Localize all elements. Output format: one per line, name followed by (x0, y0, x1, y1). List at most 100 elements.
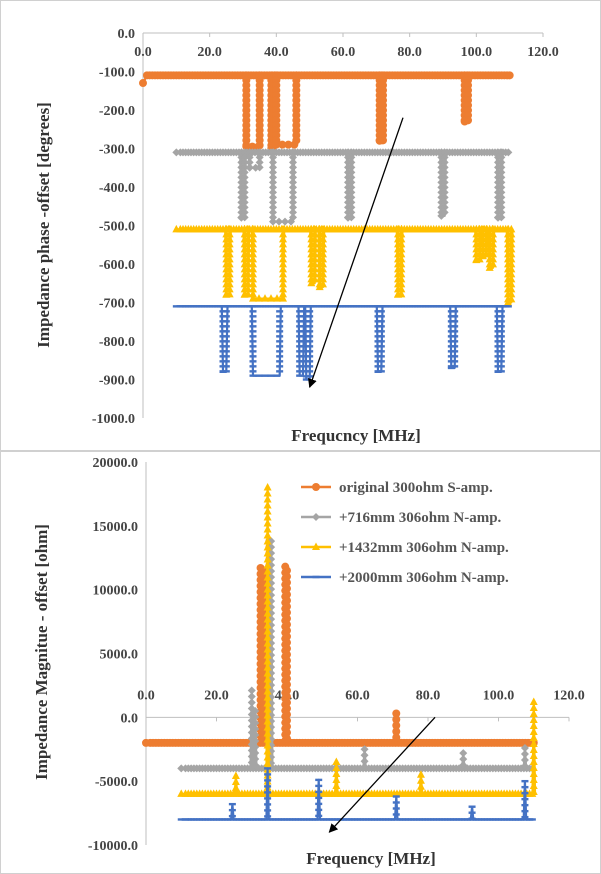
data-point (459, 755, 468, 764)
data-point (249, 350, 257, 353)
data-point (264, 785, 272, 788)
data-point (332, 757, 341, 766)
data-point (489, 229, 497, 238)
data-point (289, 178, 297, 187)
data-point (263, 657, 272, 665)
data-point (276, 345, 284, 348)
data-point (416, 776, 425, 784)
data-point (249, 269, 257, 278)
data-point (249, 294, 257, 302)
data-point (497, 173, 506, 182)
data-point (269, 173, 277, 182)
data-point (306, 355, 314, 358)
data-point (177, 764, 186, 773)
data-point (222, 325, 230, 328)
y-tick-label: 15000.0 (93, 520, 139, 535)
x-tick-label: 40.0 (264, 45, 289, 60)
data-point (263, 525, 272, 533)
data-point (347, 153, 356, 162)
data-point (377, 360, 385, 363)
data-point (225, 249, 234, 258)
data-point (225, 264, 234, 273)
data-point (263, 627, 272, 635)
data-point (529, 709, 538, 718)
y-tick-label: -100.0 (99, 66, 135, 81)
data-point (263, 645, 272, 653)
data-point (283, 668, 291, 677)
data-point (276, 325, 284, 328)
data-point (249, 310, 257, 313)
legend-label: +2000mm 306ohm N-amp. (339, 570, 509, 586)
data-point (251, 706, 260, 715)
data-point (283, 662, 291, 671)
data-point (375, 136, 384, 145)
x-tick-label: 60.0 (345, 688, 370, 703)
data-point (377, 335, 385, 338)
data-point (283, 686, 291, 695)
data-point (263, 669, 272, 677)
data-point (451, 355, 459, 358)
data-point (263, 651, 272, 659)
data-point (249, 259, 257, 268)
data-point (263, 561, 272, 569)
y-tick-label: 20000.0 (93, 456, 139, 471)
data-point (172, 305, 180, 308)
data-point (251, 736, 260, 745)
data-point (240, 153, 249, 162)
data-point (276, 350, 284, 353)
data-point (472, 255, 481, 264)
data-point (520, 755, 529, 764)
data-point (276, 330, 284, 333)
data-point (507, 289, 516, 298)
y-axis-title: Impedance Magnitue - offset [ohm] (32, 524, 51, 780)
data-point (287, 217, 295, 226)
data-point (276, 305, 284, 308)
data-point (497, 193, 506, 202)
data-point (249, 335, 257, 338)
data-point (251, 163, 260, 172)
magnitude-chart: 20000.0 15000.0 10000.0 5000.0 0.0 -5000.0 -10… (32, 456, 585, 868)
data-point (397, 264, 406, 273)
data-point (225, 244, 234, 253)
data-point (263, 597, 272, 605)
data-point (485, 263, 494, 271)
data-point (279, 279, 287, 288)
data-point (529, 739, 538, 748)
data-point (263, 699, 272, 707)
data-point (279, 269, 287, 278)
x-tick-label: 100.0 (483, 688, 515, 703)
data-point (248, 142, 257, 151)
data-point (529, 745, 538, 754)
data-point (283, 716, 291, 725)
data-point (489, 254, 497, 263)
data-point (489, 244, 497, 253)
data-point (397, 234, 406, 243)
data-point (263, 693, 272, 701)
data-point (245, 158, 254, 167)
data-point (529, 727, 538, 736)
data-point (507, 279, 516, 288)
data-point (397, 274, 406, 283)
data-point (264, 809, 272, 812)
data-point (283, 566, 291, 575)
data-point (397, 239, 406, 248)
x-tick-label: 0.0 (137, 688, 155, 703)
data-point (374, 370, 382, 373)
data-point (497, 345, 505, 348)
data-point (263, 723, 272, 731)
data-point (507, 274, 516, 283)
data-point (529, 775, 538, 784)
data-point (497, 183, 506, 192)
data-point (228, 814, 236, 818)
trend-arrow (308, 117, 404, 389)
data-point (276, 365, 284, 368)
legend-item: +1432mm 306ohm N-amp. (301, 540, 509, 556)
y-tick-label: 0.0 (118, 27, 136, 42)
data-point (263, 633, 272, 641)
data-point (507, 244, 516, 253)
x-axis-title: Frequency [MHz] (306, 849, 436, 868)
data-point (392, 813, 400, 816)
data-point (497, 310, 505, 313)
data-point (319, 249, 327, 258)
data-point (440, 168, 449, 177)
